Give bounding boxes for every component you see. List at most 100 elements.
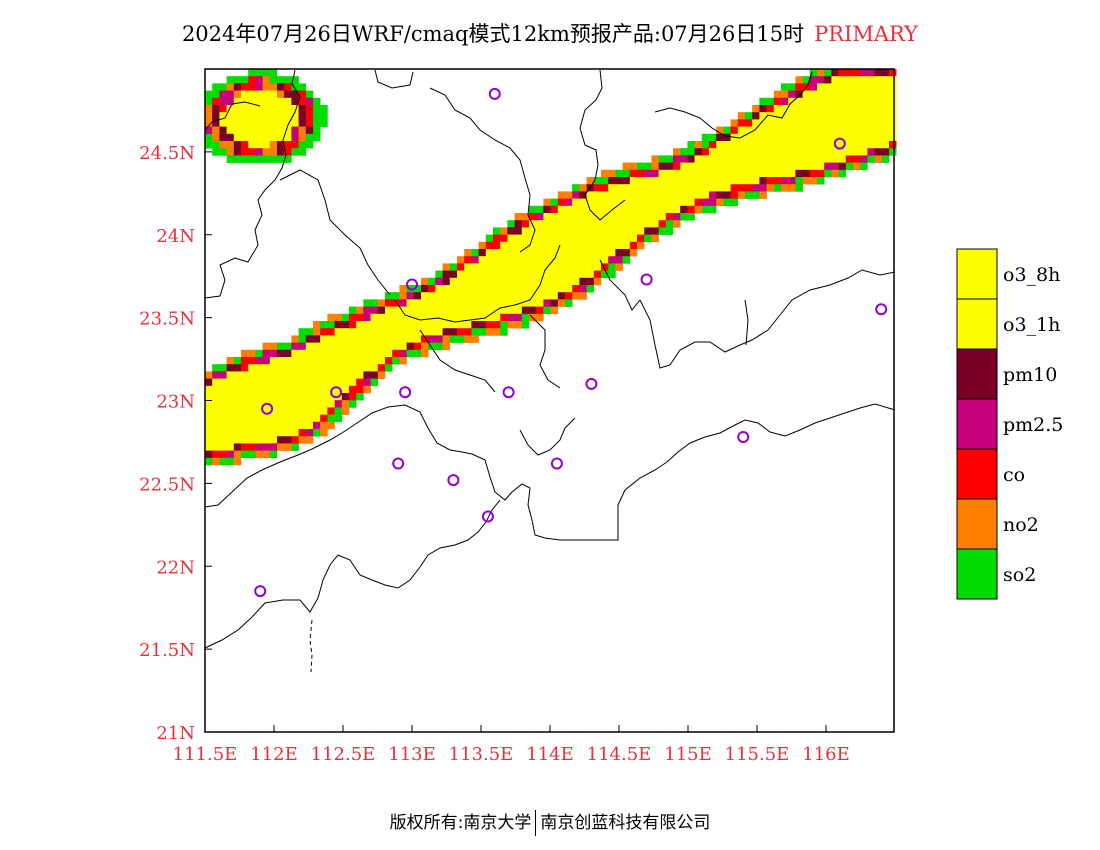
grid-cell	[428, 306, 436, 315]
grid-cell	[457, 292, 465, 300]
grid-cell	[478, 249, 487, 257]
grid-cell	[284, 414, 292, 423]
grid-cell	[845, 76, 854, 84]
grid-cell	[845, 148, 854, 156]
grid-cell	[586, 198, 595, 207]
grid-cell	[737, 169, 746, 178]
grid-cell	[795, 97, 803, 106]
grid-cell	[305, 385, 314, 394]
grid-cell	[269, 148, 278, 156]
grid-cell	[269, 371, 278, 379]
grid-cell	[413, 299, 422, 307]
grid-cell	[709, 184, 717, 192]
grid-cell	[327, 328, 335, 336]
grid-cell	[773, 97, 782, 106]
grid-cell	[327, 378, 335, 387]
grid-cell	[226, 97, 235, 106]
grid-cell	[219, 126, 227, 135]
grid-cell	[241, 112, 249, 120]
grid-cell	[478, 292, 487, 300]
grid-cell	[349, 393, 357, 401]
grid-cell	[629, 249, 638, 257]
grid-cell	[536, 277, 544, 286]
grid-cell	[428, 277, 436, 286]
grid-cell	[694, 148, 703, 156]
grid-cell	[457, 335, 465, 343]
station-marker	[261, 402, 274, 415]
grid-cell	[493, 234, 501, 243]
grid-cell	[363, 342, 371, 351]
grid-cell	[406, 313, 415, 322]
grid-cell	[485, 313, 494, 322]
grid-cell	[500, 256, 508, 264]
grid-cell	[788, 90, 796, 99]
grid-cell	[500, 241, 508, 250]
grid-cell	[241, 371, 249, 379]
grid-cell	[262, 76, 271, 84]
grid-cell	[745, 112, 753, 120]
grid-cell	[356, 313, 364, 322]
grid-cell	[305, 97, 314, 106]
grid-cell	[543, 285, 551, 293]
grid-cell	[226, 112, 235, 120]
grid-cell	[514, 321, 523, 329]
grid-cell	[370, 299, 379, 307]
grid-cell	[838, 155, 847, 163]
grid-cell	[262, 429, 271, 437]
title-tag: PRIMARY	[814, 22, 919, 46]
grid-cell	[356, 321, 364, 329]
grid-cell	[349, 357, 357, 365]
grid-cell	[593, 263, 602, 271]
grid-cell	[831, 133, 839, 142]
grid-cell	[464, 285, 472, 293]
grid-cell	[255, 112, 263, 120]
grid-cell	[817, 90, 825, 99]
grid-cell	[471, 285, 479, 293]
grid-cell	[824, 119, 832, 127]
grid-cell	[809, 112, 818, 120]
grid-cell	[838, 83, 847, 91]
grid-cell	[637, 227, 645, 235]
station-marker	[640, 273, 653, 286]
grid-cell	[701, 162, 710, 171]
grid-cell	[457, 299, 465, 307]
grid-cell	[586, 249, 595, 257]
legend-swatch-pm10	[956, 348, 998, 400]
grid-cell	[291, 97, 299, 106]
grid-cell	[457, 313, 465, 322]
grid-cell	[593, 191, 602, 199]
grid-cell	[442, 313, 451, 322]
grid-cell	[219, 90, 227, 99]
grid-cell	[428, 321, 436, 329]
grid-cell	[226, 141, 235, 149]
grid-cell	[500, 313, 508, 322]
grid-cell	[277, 119, 285, 127]
grid-cell	[781, 90, 789, 99]
grid-cell	[881, 90, 890, 99]
grid-cell	[421, 313, 429, 322]
station-marker	[481, 510, 494, 523]
grid-cell	[421, 321, 429, 329]
grid-cell	[737, 177, 746, 185]
grid-cell	[759, 97, 767, 106]
grid-cell	[507, 220, 515, 228]
grid-cell	[593, 270, 602, 279]
grid-cell	[622, 162, 631, 171]
grid-cell	[593, 277, 602, 286]
grid-cell	[291, 400, 299, 408]
grid-cell	[687, 162, 695, 171]
grid-cell	[406, 321, 415, 329]
grid-cell	[241, 414, 249, 423]
grid-cell	[752, 105, 760, 113]
grid-cell	[644, 191, 652, 199]
grid-cell	[269, 393, 278, 401]
grid-cell	[752, 119, 760, 127]
grid-cell	[226, 105, 235, 113]
grid-cell	[262, 436, 271, 444]
grid-cell	[399, 299, 407, 307]
x-tick-label: 111.5E	[173, 744, 238, 765]
grid-cell	[341, 349, 350, 358]
grid-cell	[277, 436, 285, 444]
grid-cell	[608, 184, 616, 192]
grid-cell	[867, 69, 875, 77]
